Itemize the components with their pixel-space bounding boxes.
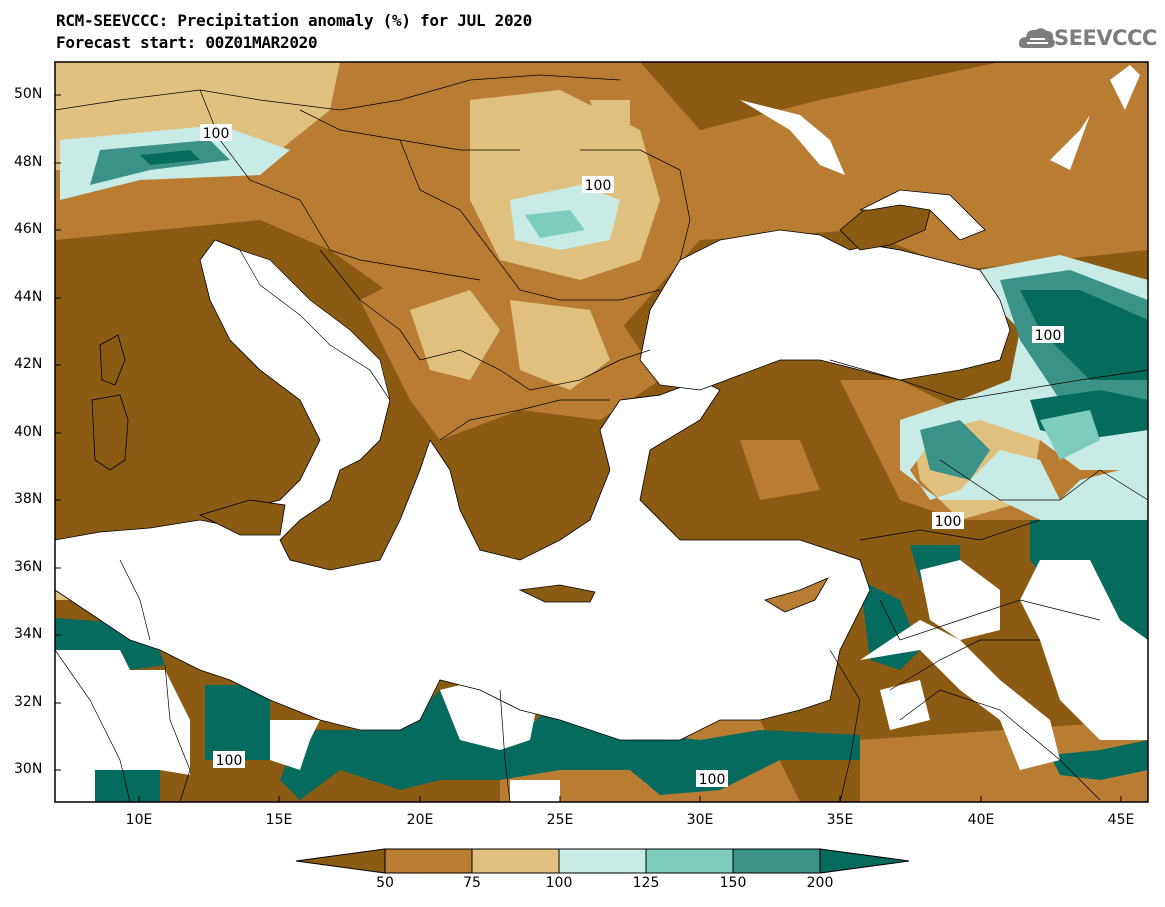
lat-label: 46N: [14, 221, 43, 237]
sea-fragment: [1050, 115, 1090, 170]
anomaly-zone-200: [95, 770, 160, 802]
lon-label: 40E: [967, 812, 995, 828]
lat-label: 34N: [14, 626, 43, 642]
colorbar-label: 75: [463, 875, 481, 891]
contour-label: 100: [585, 178, 612, 194]
cyprus: [764, 577, 829, 613]
masked-area: [1020, 560, 1148, 740]
anomaly-zone-75: [860, 720, 1148, 802]
masked-area: [510, 780, 560, 802]
anomaly-zone-150: [1040, 410, 1100, 460]
lon-label: 25E: [546, 812, 574, 828]
lon-label: 10E: [125, 812, 153, 828]
anomaly-zone-100: [510, 300, 610, 390]
lon-label: 15E: [265, 812, 293, 828]
contour-label: 100: [1035, 328, 1062, 344]
adriatic-sea: [239, 249, 391, 401]
anomaly-zone-150: [525, 210, 585, 238]
colorbar-swatch: [819, 848, 910, 874]
map-frame: [54, 61, 1149, 803]
colorbar: [295, 848, 910, 874]
colorbar-label: 50: [376, 875, 394, 891]
lon-label: 20E: [406, 812, 434, 828]
anomaly-zone-200: [140, 150, 200, 165]
masked-area: [880, 680, 930, 730]
contour-label: 100: [203, 126, 230, 142]
lon-label: 35E: [826, 812, 854, 828]
sicily: [198, 499, 286, 536]
anomaly-zone-200: [1050, 740, 1148, 780]
lat-label: 50N: [14, 86, 43, 102]
colorbar-label: 100: [545, 875, 573, 891]
colorbar-label: 200: [806, 875, 834, 891]
colorbar-label: 150: [719, 875, 747, 891]
forecast-start-label: Forecast start: 00Z01MAR2020: [56, 33, 318, 52]
anomaly-zone-100: [590, 100, 630, 135]
colorbar-swatch: [295, 848, 386, 874]
contour-label: 100: [699, 772, 726, 788]
lon-label: 30E: [686, 812, 714, 828]
colorbar-swatch: [732, 848, 821, 874]
lat-label: 44N: [14, 289, 43, 305]
sea-of-azov: [859, 189, 986, 241]
mediterranean-sea: [55, 239, 871, 741]
lat-label: 42N: [14, 356, 43, 372]
lat-label: 38N: [14, 491, 43, 507]
lat-label: 32N: [14, 694, 43, 710]
anomaly-zone-75: [740, 440, 820, 500]
colorbar-swatch: [384, 848, 473, 874]
masked-area: [920, 560, 1000, 640]
masked-area: [270, 720, 320, 770]
colorbar-swatch: [558, 848, 647, 874]
axis-ticks: [55, 94, 1122, 802]
colorbar-swatch: [471, 848, 560, 874]
contour-labels: 100 100 100 100 100 100: [200, 124, 1064, 788]
contour-label: 100: [935, 514, 962, 530]
map-plot-area: 100 100 100 100 100 100: [55, 62, 1148, 802]
crete: [518, 584, 596, 603]
lat-label: 36N: [14, 559, 43, 575]
masked-area: [860, 620, 1060, 770]
colorbar-swatch: [645, 848, 734, 874]
colorbar-label: 125: [632, 875, 660, 891]
corsica: [99, 334, 126, 386]
cloud-icon: [1018, 28, 1055, 48]
lat-label: 30N: [14, 761, 43, 777]
masked-area: [55, 650, 190, 802]
contour-label: 100: [216, 753, 243, 769]
logo-text: SEEVCCC: [1054, 26, 1157, 50]
lat-label: 40N: [14, 424, 43, 440]
dnieper-reservoir: [740, 100, 845, 175]
map-title: RCM-SEEVCCC: Precipitation anomaly (%) f…: [56, 11, 532, 30]
country-borders: [55, 74, 1148, 802]
caspian-fragment: [1110, 65, 1140, 110]
lat-label: 48N: [14, 154, 43, 170]
anomaly-zone-200: [1020, 290, 1148, 380]
sardinia: [91, 394, 129, 471]
anomaly-zone-100: [410, 290, 500, 380]
anomaly-zone-200: [205, 685, 270, 760]
black-sea: [639, 229, 1011, 391]
lon-label: 45E: [1107, 812, 1135, 828]
anomaly-zone-150: [920, 420, 990, 480]
